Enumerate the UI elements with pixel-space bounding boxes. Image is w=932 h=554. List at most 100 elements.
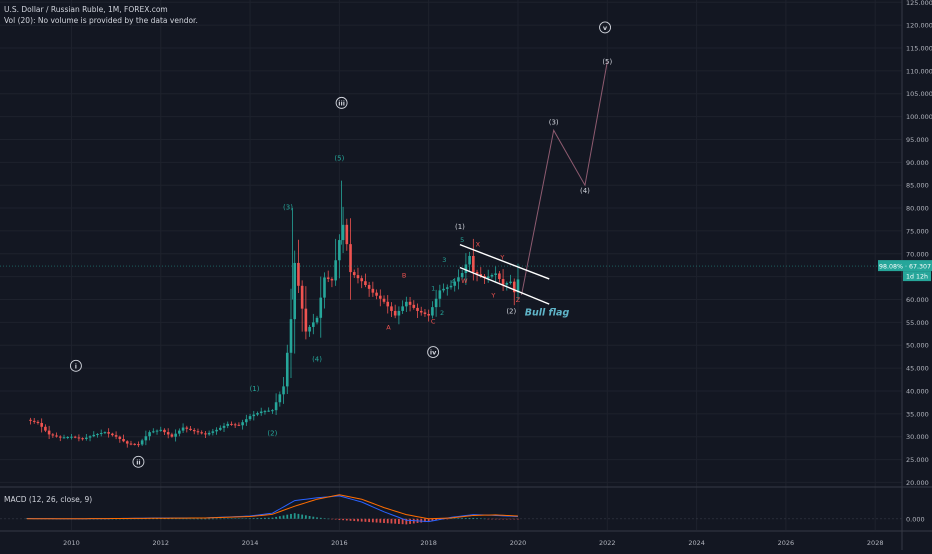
macd-histogram-bar: [200, 518, 203, 520]
macd-histogram-bar: [182, 518, 184, 520]
wave-label-primary: iii: [335, 96, 348, 109]
macd-histogram-bar: [204, 518, 207, 520]
candle-body: [192, 429, 196, 432]
candle-body: [107, 432, 110, 434]
candle: [271, 409, 274, 414]
macd-histogram-bar: [401, 518, 404, 525]
candle-body: [58, 436, 62, 438]
wave-label-minor: B: [402, 271, 406, 279]
x-tick-label: 2018: [420, 539, 437, 547]
y-tick-label: 75.000: [906, 227, 929, 235]
candle: [32, 418, 36, 424]
candle-body: [204, 433, 207, 435]
candle-body: [445, 287, 449, 289]
candle: [427, 309, 430, 322]
macd-histogram-bar: [264, 517, 266, 519]
candle: [144, 430, 148, 446]
candle: [47, 425, 51, 440]
macd-histogram-bar: [338, 518, 341, 520]
candle: [103, 431, 107, 435]
candle: [92, 431, 96, 438]
candle: [178, 428, 181, 437]
candle-body: [341, 224, 345, 241]
wave-label-intermediate: (5): [334, 154, 344, 162]
candle: [192, 428, 196, 435]
candle-body: [174, 433, 177, 437]
wave-label-minor: X: [476, 241, 481, 249]
macd-histogram-bar: [297, 513, 300, 519]
flag-channel-line: [459, 243, 550, 280]
candle-body: [338, 240, 341, 261]
wave-label-text: iii: [338, 99, 345, 107]
macd-histogram-bar: [435, 518, 438, 521]
projection-path: [521, 61, 608, 296]
candle: [293, 250, 297, 354]
wave-label-intermediate: (3): [283, 204, 293, 212]
wave-label-intermediate: (1): [250, 385, 260, 393]
candle-body: [494, 273, 497, 275]
candle-body: [248, 416, 252, 420]
macd-histogram-bar: [148, 518, 151, 520]
macd-histogram-bar: [446, 518, 449, 520]
candle-body: [464, 264, 468, 273]
wave-label-circle: [335, 96, 348, 109]
candle-body: [386, 301, 390, 307]
candle: [166, 428, 170, 439]
candle: [319, 276, 323, 338]
macd-histogram-bar: [491, 518, 493, 520]
candle-body: [475, 272, 479, 275]
wave-label-circle: [69, 359, 82, 372]
macd-histogram-bar: [282, 515, 285, 519]
candle: [274, 393, 278, 415]
candle-body: [137, 444, 140, 446]
candle: [300, 280, 304, 332]
candle: [73, 435, 77, 439]
candle-body: [457, 277, 460, 282]
candle-body: [297, 262, 300, 286]
macd-histogram-bar: [141, 518, 144, 520]
candle: [468, 251, 471, 271]
price-badge-label: 98.08% · 67.307: [879, 264, 931, 271]
macd-histogram-bar: [219, 518, 222, 520]
candle-body: [256, 413, 259, 415]
candle-body: [144, 436, 148, 441]
macd-histogram-bar: [331, 518, 333, 520]
wave-label-intermediate: (4): [312, 355, 322, 363]
candle: [111, 432, 114, 437]
wave-label-circle: [132, 455, 145, 468]
candle-body: [315, 317, 319, 323]
macd-histogram-bar: [394, 518, 397, 524]
macd-histogram-bar: [304, 515, 307, 519]
candle-body: [312, 322, 315, 327]
candle-body: [159, 429, 163, 431]
candle-body: [427, 313, 430, 316]
macd-histogram-bar: [252, 518, 255, 519]
candle-body: [133, 443, 137, 445]
macd-histogram-bar: [349, 518, 352, 521]
macd-histogram-bar: [398, 518, 400, 524]
candle-body: [479, 274, 483, 277]
candle: [297, 239, 300, 294]
candle-body: [196, 431, 200, 433]
candle-body: [181, 427, 185, 431]
candle-body: [215, 429, 218, 432]
macd-histogram-bar: [357, 518, 359, 522]
macd-histogram-bar: [152, 518, 155, 520]
candle: [62, 434, 66, 439]
candle-body: [274, 402, 278, 411]
macd-histogram-bar: [424, 518, 426, 523]
candle: [133, 443, 137, 446]
macd-histogram-bar: [163, 518, 166, 520]
candle: [259, 407, 263, 416]
macd-histogram-bar: [256, 518, 259, 519]
candle-body: [360, 278, 363, 282]
candle-body: [189, 428, 192, 430]
macd-histogram-bar: [301, 514, 304, 519]
x-tick-label: 2014: [242, 539, 259, 547]
y-tick-label: 105.000: [906, 90, 932, 98]
macd-histogram-bar: [379, 518, 382, 523]
macd-histogram-bar: [193, 518, 196, 520]
macd-histogram-bar: [156, 518, 158, 520]
candle: [114, 431, 118, 440]
macd-histogram-bar: [189, 518, 192, 520]
